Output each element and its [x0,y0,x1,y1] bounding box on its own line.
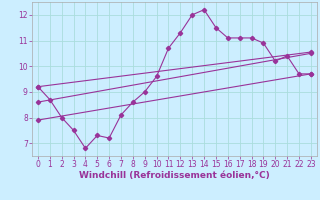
X-axis label: Windchill (Refroidissement éolien,°C): Windchill (Refroidissement éolien,°C) [79,171,270,180]
